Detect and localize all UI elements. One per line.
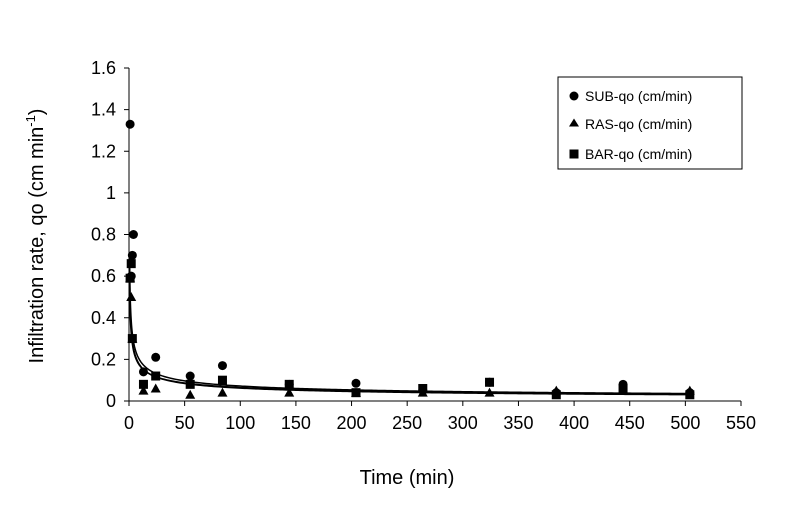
fit-curve xyxy=(128,255,690,395)
data-point-bar xyxy=(351,388,361,398)
fit-curve xyxy=(128,282,690,395)
y-axis-title: Infiltration rate, qo (cm min-1) xyxy=(23,109,48,364)
data-point-sub xyxy=(138,367,148,377)
data-point-sub xyxy=(125,119,135,129)
data-point-bar xyxy=(151,371,161,381)
tick-labels: 0 0.2 0.4 0.6 0.8 1 1.2 1.4 1.6 0 50 100 150 200 250 30… xyxy=(91,58,756,433)
data-point-sub xyxy=(185,371,195,381)
x-tick-label: 500 xyxy=(670,413,700,433)
y-tick-label: 0.6 xyxy=(91,266,116,286)
data-point-sub xyxy=(351,378,361,388)
legend: SUB-qo (cm/min) RAS-qo (cm/min) BAR-qo (… xyxy=(557,76,743,170)
fit-curve xyxy=(128,268,690,396)
legend-marker-sub xyxy=(569,91,579,101)
legend-label-bar: BAR-qo (cm/min) xyxy=(585,146,692,162)
fit-curves xyxy=(128,255,690,396)
data-point-bar xyxy=(217,375,227,385)
x-tick-label: 400 xyxy=(559,413,589,433)
data-points xyxy=(125,119,695,400)
data-point-ras xyxy=(484,387,495,397)
legend-label-ras: RAS-qo (cm/min) xyxy=(585,116,692,132)
data-point-sub xyxy=(151,352,161,362)
data-point-sub xyxy=(128,230,138,239)
y-axis-title-close: ) xyxy=(26,109,48,116)
data-point-ras xyxy=(138,385,149,395)
legend-marker-ras xyxy=(569,118,579,127)
y-tick-label: 0 xyxy=(106,391,116,411)
x-tick-label: 50 xyxy=(175,413,195,433)
y-axis-title-superscript: -1 xyxy=(23,115,38,127)
data-point-ras xyxy=(126,291,137,301)
data-point-bar xyxy=(284,379,294,389)
data-point-ras xyxy=(217,387,228,397)
y-tick-label: 0.4 xyxy=(91,308,116,328)
x-tick-label: 0 xyxy=(124,413,134,433)
x-tick-label: 200 xyxy=(337,413,367,433)
x-tick-label: 250 xyxy=(392,413,422,433)
legend-marker-bar xyxy=(569,149,579,159)
x-tick-label: 550 xyxy=(726,413,756,433)
data-point-bar xyxy=(126,259,136,269)
data-point-ras xyxy=(284,387,295,397)
y-tick-label: 0.8 xyxy=(91,225,116,245)
y-axis-title-main: Infiltration rate, qo (cm min xyxy=(26,127,48,364)
y-tick-label: 1.2 xyxy=(91,141,116,161)
x-tick-label: 150 xyxy=(281,413,311,433)
data-point-bar xyxy=(138,379,148,389)
data-point-bar xyxy=(418,384,428,394)
data-point-bar xyxy=(185,379,195,389)
legend-box xyxy=(557,76,743,170)
x-tick-label: 300 xyxy=(448,413,478,433)
data-point-ras xyxy=(150,383,161,393)
data-point-ras xyxy=(185,389,196,399)
x-axis-title: Time (min) xyxy=(360,467,455,489)
y-tick-label: 1 xyxy=(106,183,116,203)
x-tick-label: 350 xyxy=(503,413,533,433)
legend-label-sub: SUB-qo (cm/min) xyxy=(585,88,692,104)
y-tick-label: 0.2 xyxy=(91,349,116,369)
data-point-bar xyxy=(127,334,137,344)
data-point-bar xyxy=(685,390,695,400)
x-tick-label: 100 xyxy=(225,413,255,433)
data-point-sub xyxy=(217,361,227,371)
x-tick-label: 450 xyxy=(615,413,645,433)
y-tick-label: 1.6 xyxy=(91,58,116,78)
data-point-bar xyxy=(125,273,135,283)
y-tick-label: 1.4 xyxy=(91,100,116,120)
data-point-bar xyxy=(485,377,495,387)
data-point-bar xyxy=(551,390,561,400)
data-point-sub xyxy=(127,250,137,260)
data-point-bar xyxy=(618,384,628,394)
